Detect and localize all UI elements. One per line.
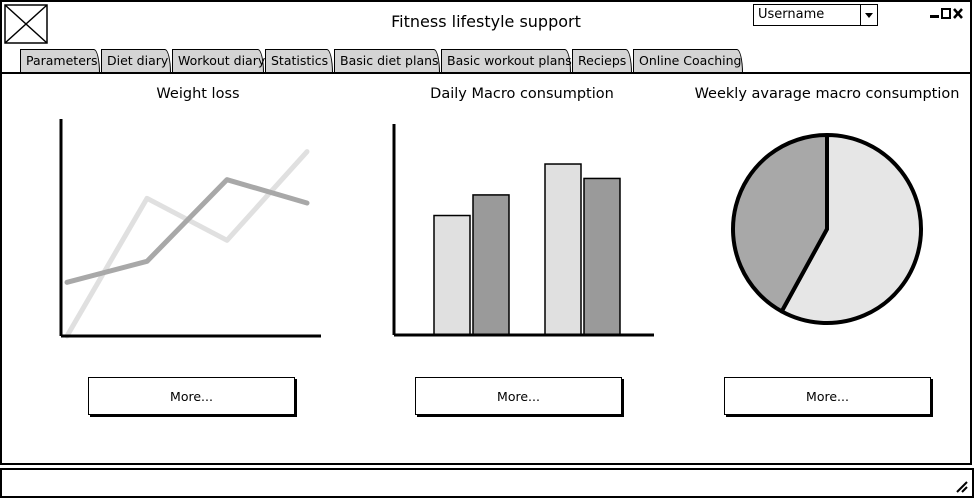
content-divider: [2, 72, 970, 74]
tab-recieps[interactable]: Recieps: [572, 49, 632, 73]
bar-0-0: [433, 214, 471, 336]
status-bar: [0, 468, 974, 498]
tab-online-coaching[interactable]: Online Coaching: [633, 49, 743, 73]
line-series-0: [64, 149, 310, 339]
maximize-icon[interactable]: [941, 8, 951, 19]
window-controls: [930, 8, 963, 19]
pie-slice-1: [731, 133, 829, 314]
window-title: Fitness lifestyle support: [391, 12, 581, 31]
username-select[interactable]: Username: [753, 4, 861, 26]
tab-basic-diet-plans[interactable]: Basic diet plans: [334, 49, 440, 73]
weekly-macro-chart: [731, 133, 923, 325]
app-icon: [4, 4, 48, 44]
weekly-macro-more-button[interactable]: More...: [724, 377, 931, 415]
weight-loss-more-button[interactable]: More...: [88, 377, 295, 415]
daily-macro-chart: [392, 124, 654, 337]
tab-workout-diary[interactable]: Workout diary: [172, 49, 265, 73]
tab-basic-workout-plans[interactable]: Basic workout plans: [441, 49, 572, 73]
pie-slice-0: [779, 133, 923, 325]
daily-macro-more-button[interactable]: More...: [415, 377, 622, 415]
weight-loss-chart: [59, 119, 321, 339]
minimize-icon[interactable]: [930, 15, 939, 18]
weekly-macro-title: Weekly avarage macro consumption: [694, 86, 960, 102]
tab-parameters[interactable]: Parameters: [20, 49, 100, 73]
weight-loss-title: Weight loss: [156, 86, 240, 102]
daily-macro-title: Daily Macro consumption: [430, 86, 614, 102]
chevron-down-icon[interactable]: [860, 4, 878, 26]
tab-statistics[interactable]: Statistics: [265, 49, 333, 73]
bar-1-0: [544, 163, 582, 336]
resize-grip-icon[interactable]: [954, 479, 968, 493]
bar-0-1: [472, 194, 510, 336]
line-series-1: [64, 177, 310, 285]
tab-diet-diary[interactable]: Diet diary: [101, 49, 171, 73]
close-icon[interactable]: [953, 8, 963, 19]
bar-1-1: [583, 177, 621, 336]
